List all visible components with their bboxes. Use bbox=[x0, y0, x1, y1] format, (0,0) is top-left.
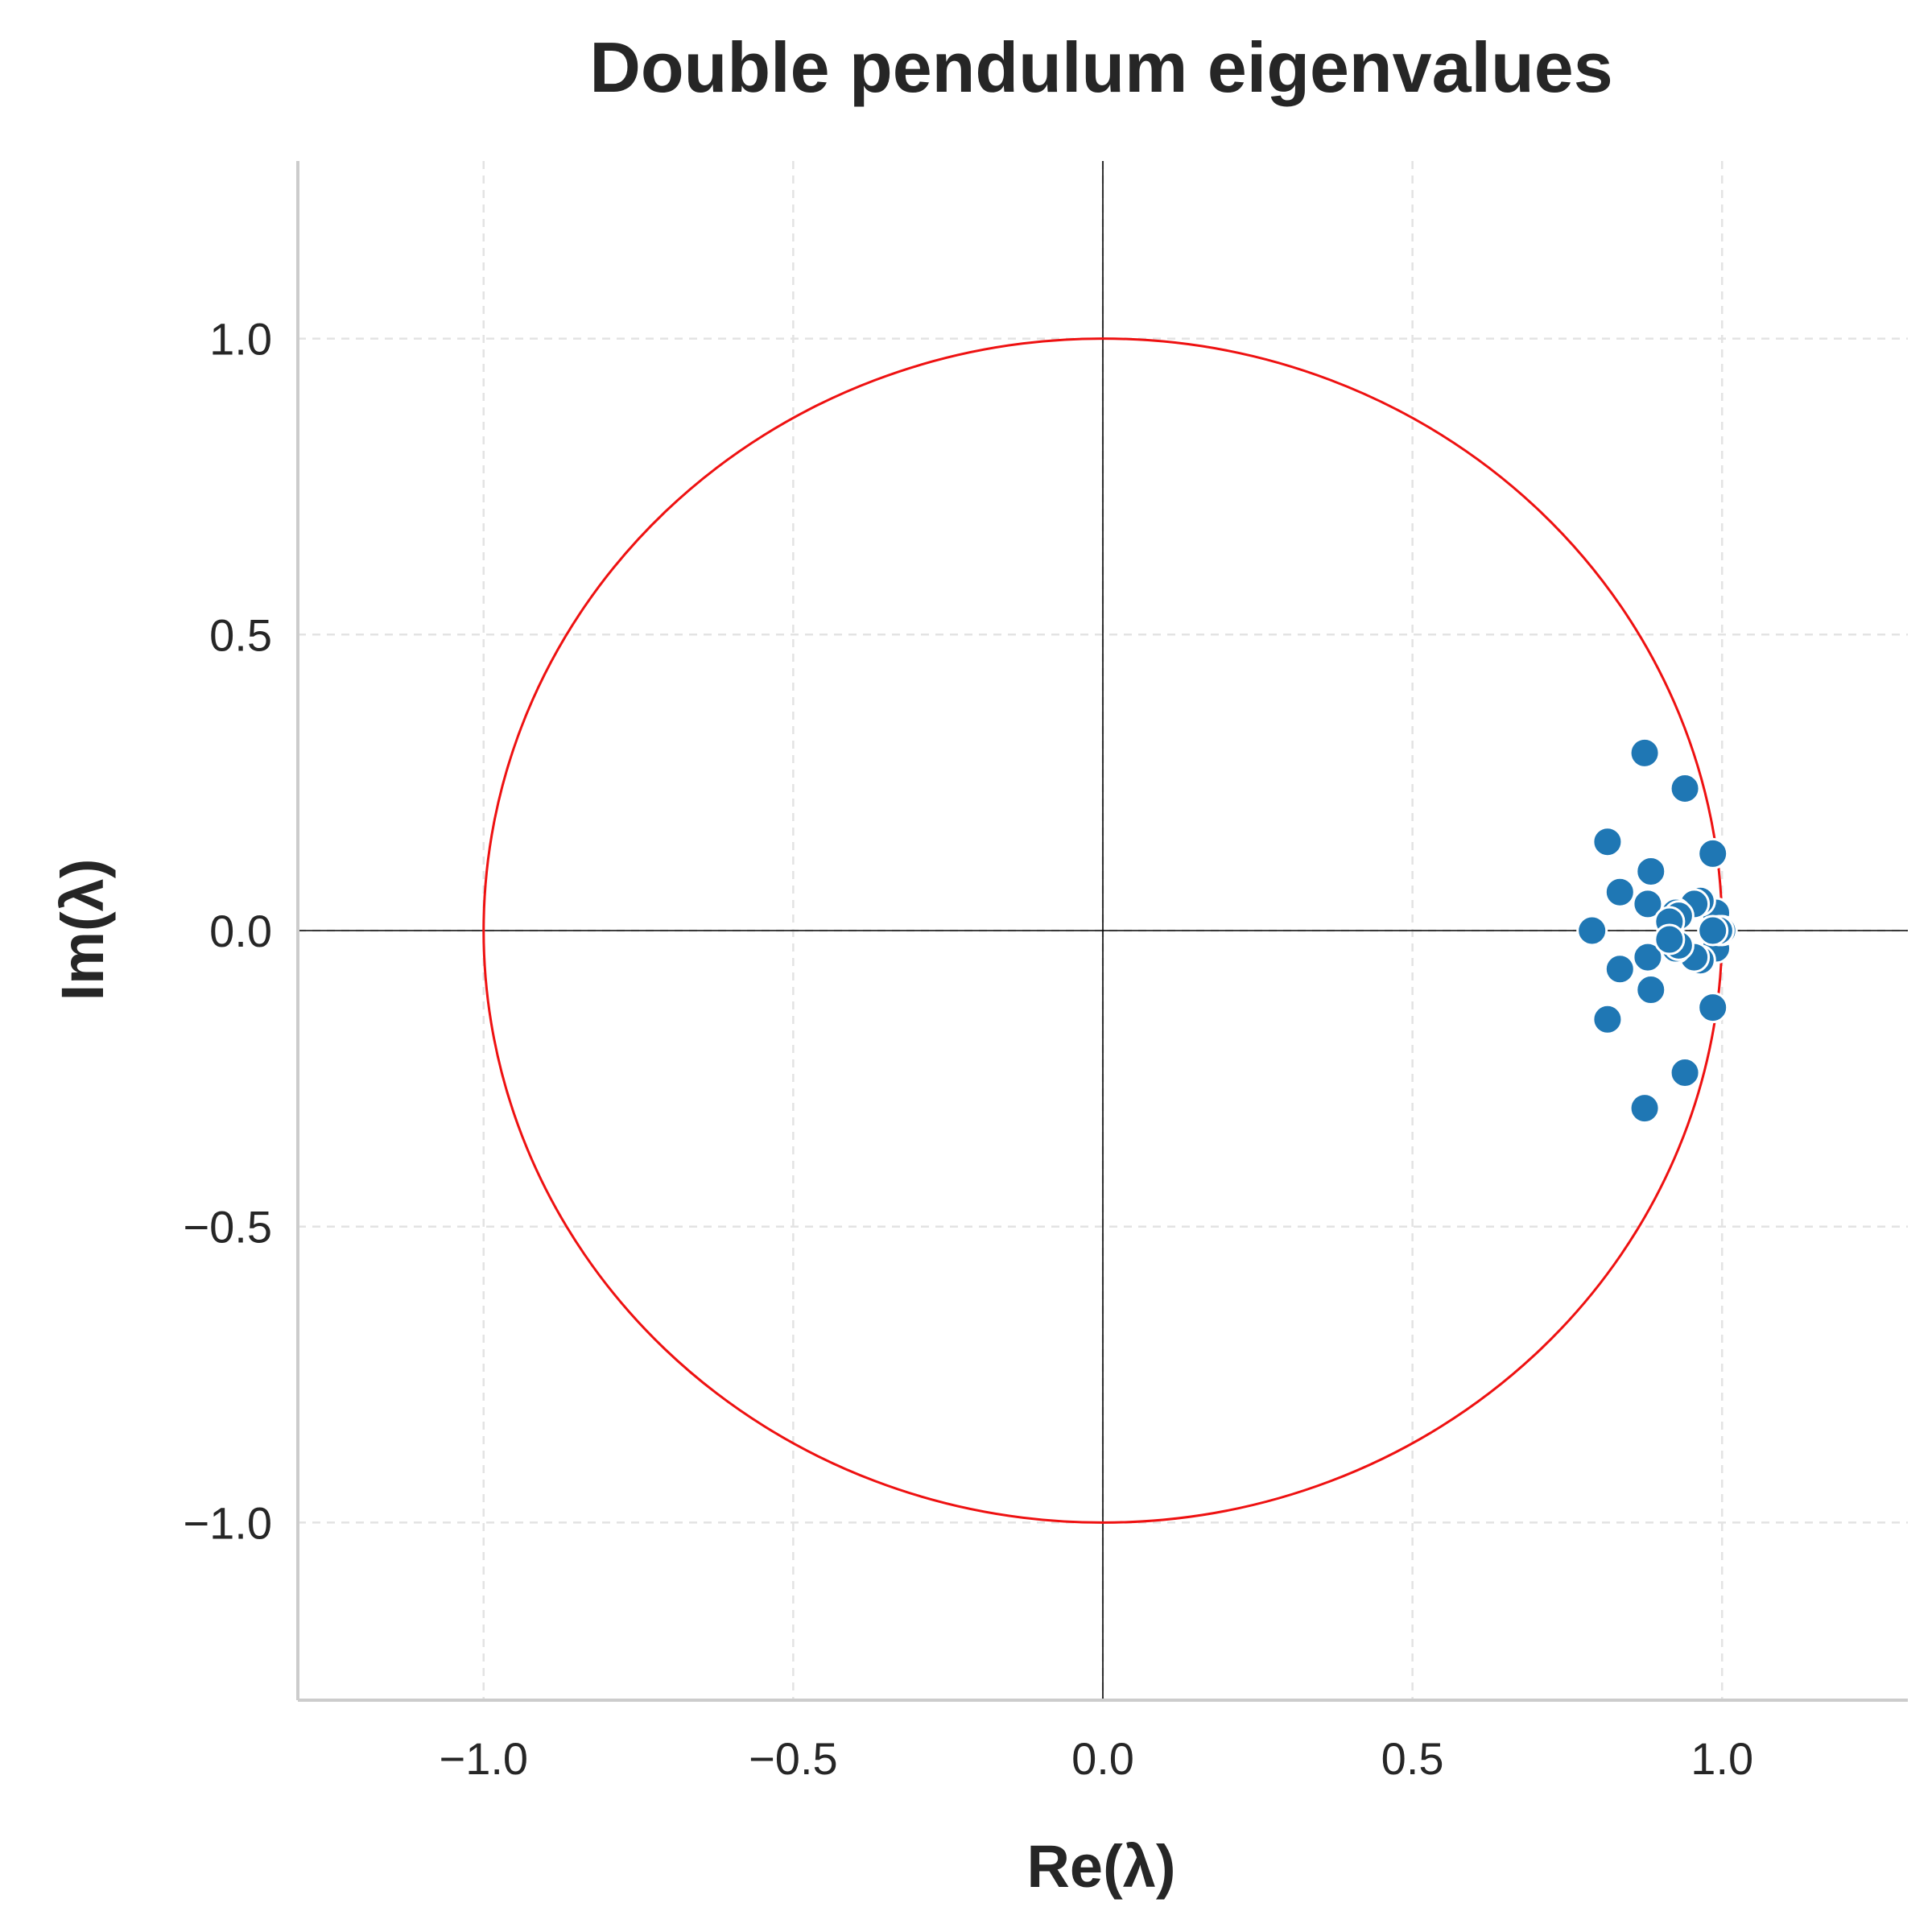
data-point-0-8 bbox=[1635, 855, 1667, 887]
data-point-0-10 bbox=[1604, 876, 1636, 908]
data-point-0-1 bbox=[1629, 1092, 1661, 1125]
y-tick-label-0: −1.0 bbox=[183, 1497, 272, 1548]
data-point-0-4 bbox=[1591, 826, 1624, 858]
data-point-0-11 bbox=[1604, 953, 1636, 985]
data-point-0-2 bbox=[1669, 773, 1701, 805]
data-point-0-26 bbox=[1653, 923, 1686, 956]
x-tick-label-0: −1.0 bbox=[439, 1733, 528, 1784]
y-axis-label: Im(λ) bbox=[49, 859, 116, 1001]
data-point-0-12 bbox=[1632, 888, 1664, 920]
data-point-0-0 bbox=[1629, 737, 1661, 769]
data-point-0-9 bbox=[1635, 974, 1667, 1006]
x-tick-label-4: 1.0 bbox=[1690, 1733, 1753, 1784]
data-point-0-5 bbox=[1591, 1003, 1624, 1035]
x-tick-labels: −1.0 −0.5 0.0 0.5 1.0 bbox=[439, 1733, 1753, 1784]
data-point-0-7 bbox=[1697, 992, 1729, 1024]
data-point-0-3 bbox=[1669, 1056, 1701, 1088]
data-points bbox=[1576, 737, 1738, 1125]
data-point-0-14 bbox=[1576, 914, 1608, 947]
y-tick-label-2: 0.0 bbox=[209, 906, 272, 956]
x-tick-label-2: 0.0 bbox=[1071, 1733, 1134, 1784]
data-point-0-13 bbox=[1632, 941, 1664, 973]
y-tick-label-4: 1.0 bbox=[209, 314, 272, 365]
x-tick-label-3: 0.5 bbox=[1381, 1733, 1444, 1784]
chart-title: Double pendulum eigenvalues bbox=[589, 27, 1612, 107]
y-tick-label-3: 0.5 bbox=[209, 609, 272, 660]
data-point-0-6 bbox=[1697, 837, 1729, 869]
x-tick-label-1: −0.5 bbox=[749, 1733, 838, 1784]
y-tick-labels: −1.0 −0.5 0.0 0.5 1.0 bbox=[183, 314, 272, 1549]
data-point-0-29 bbox=[1697, 914, 1729, 947]
axes-spines bbox=[296, 161, 1908, 1702]
y-tick-label-1: −0.5 bbox=[183, 1202, 272, 1253]
x-axis-label: Re(λ) bbox=[1026, 1833, 1175, 1900]
